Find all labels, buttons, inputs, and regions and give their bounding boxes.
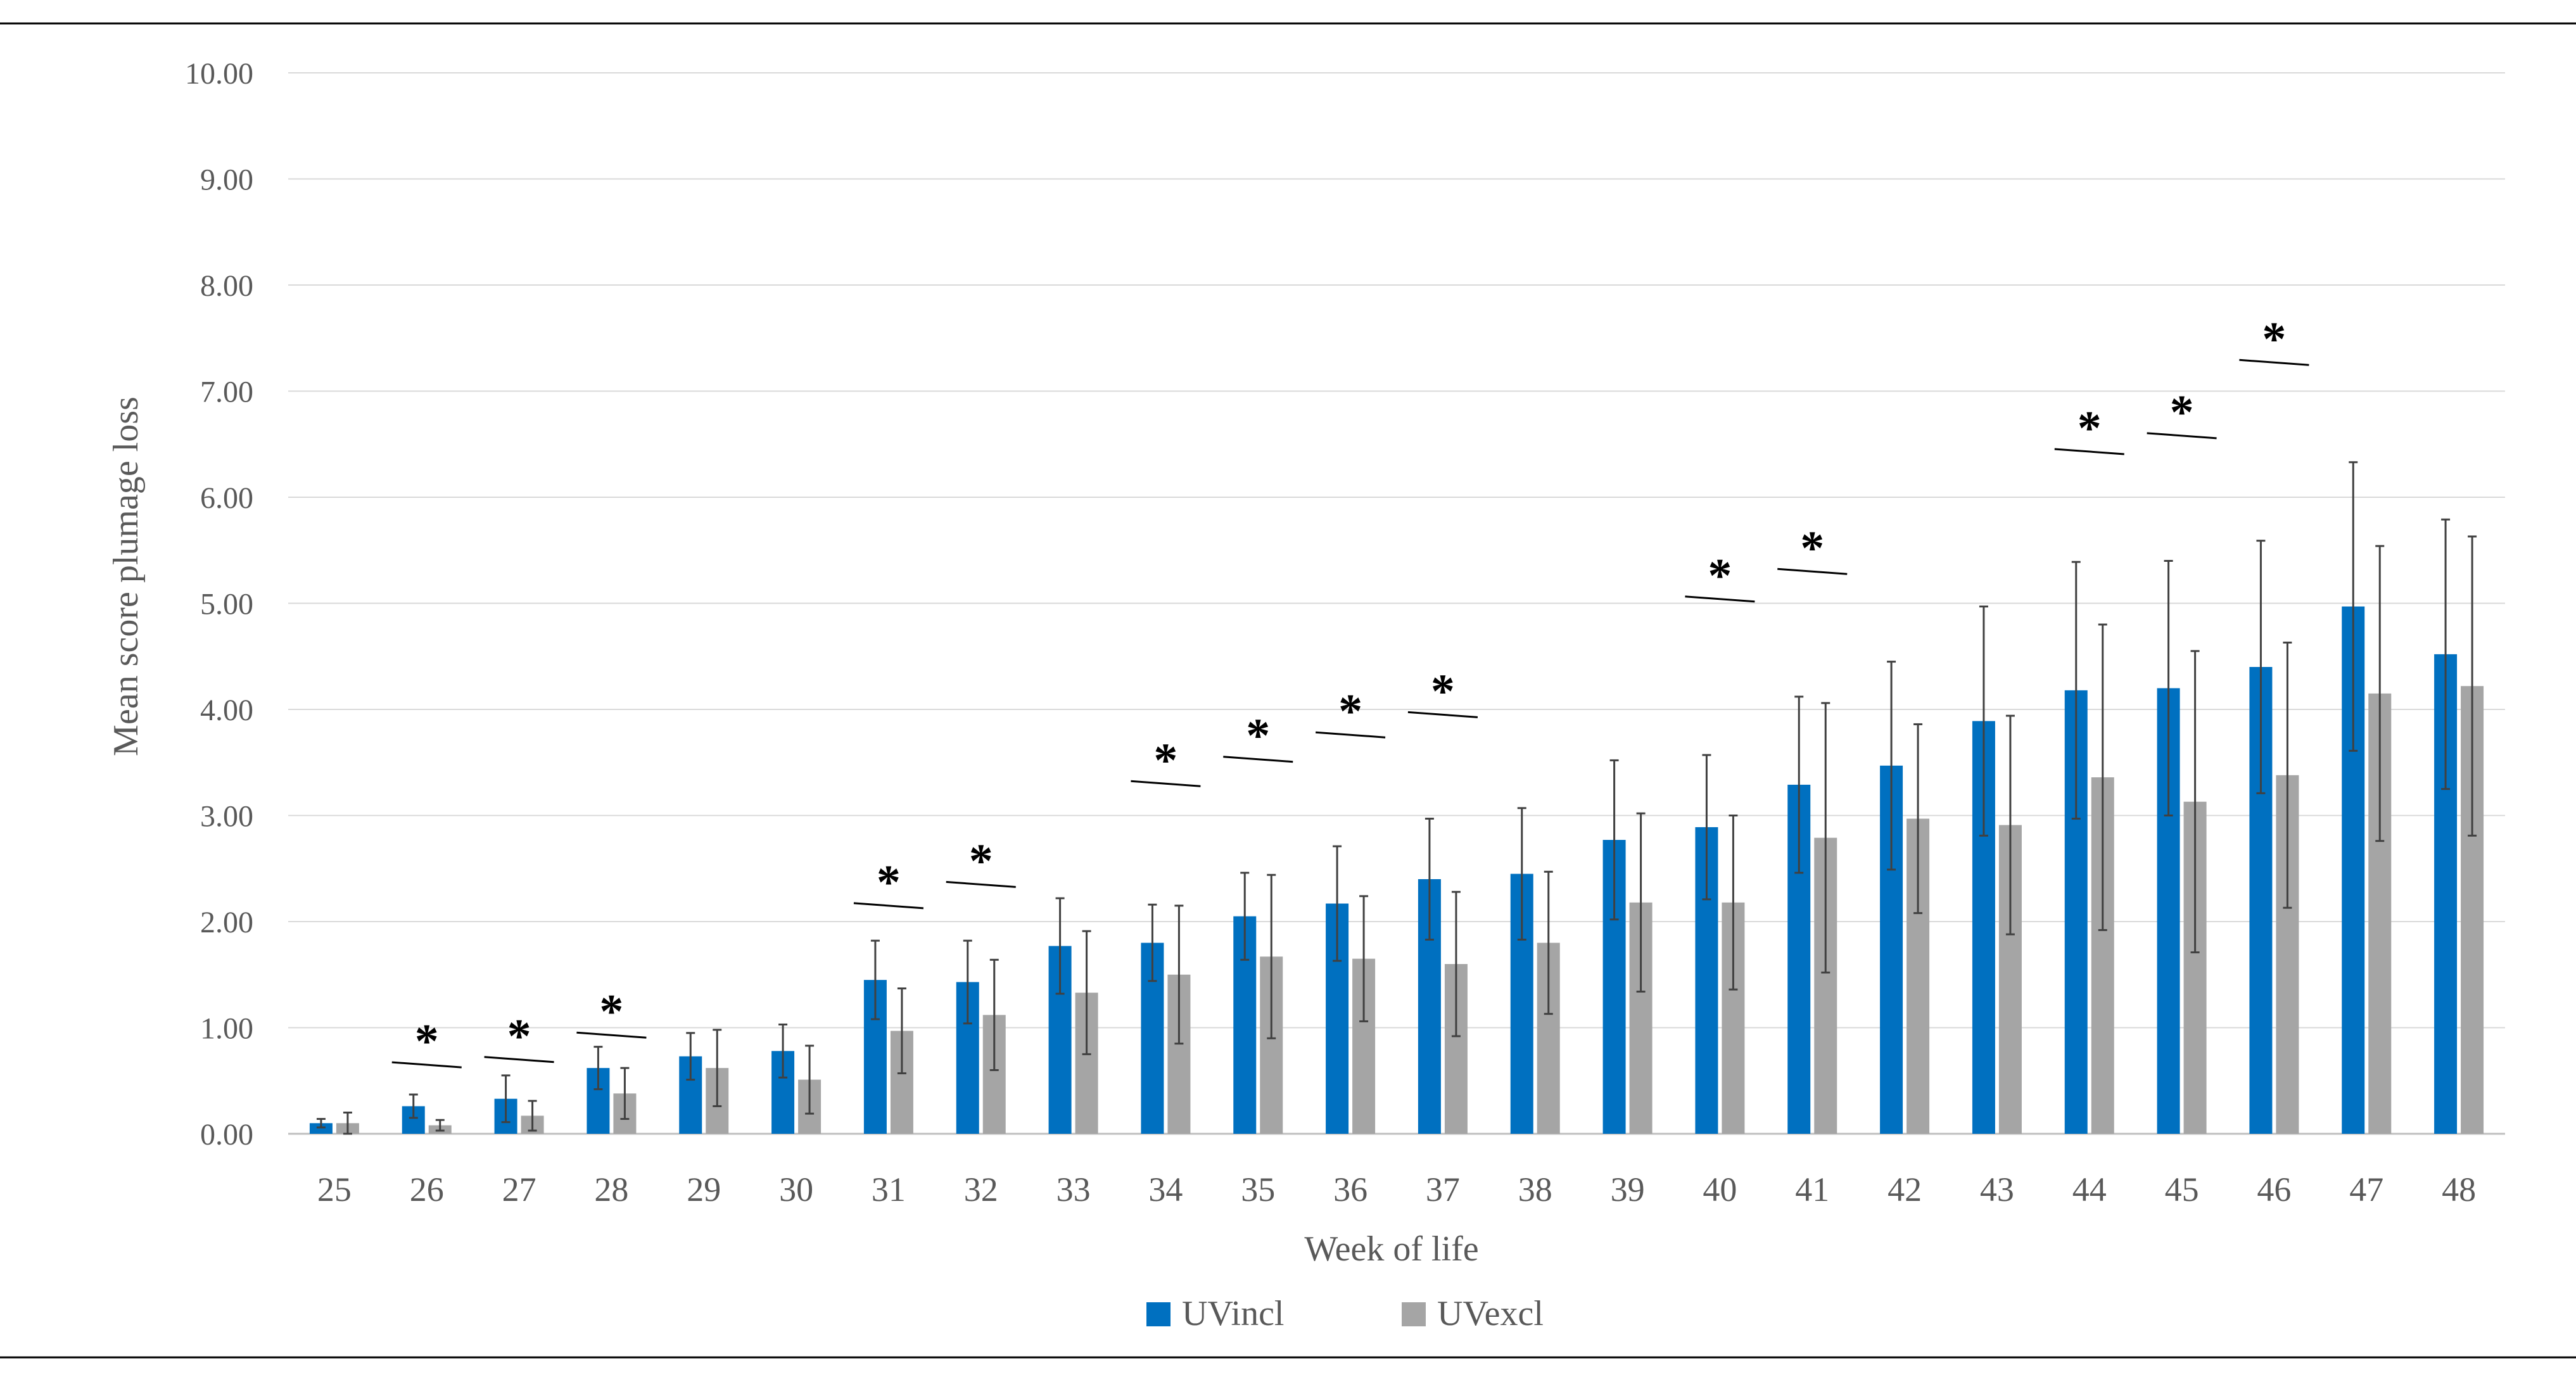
y-tick-label: 2.00: [200, 906, 253, 939]
significance-line-week-28: [576, 1031, 647, 1039]
x-tick-label-week-38: 38: [1518, 1171, 1552, 1209]
y-tick-label: 7.00: [200, 376, 253, 409]
significance-asterisk-week-36: *: [1338, 685, 1362, 738]
x-axis-label: Week of life: [1304, 1229, 1478, 1269]
significance-asterisk-week-28: *: [599, 985, 623, 1038]
x-tick-label-week-42: 42: [1888, 1171, 1922, 1209]
y-axis-label: Mean score plumage loss: [106, 397, 146, 756]
significance-line-week-34: [1131, 780, 1201, 787]
x-tick-label-week-40: 40: [1703, 1171, 1737, 1209]
significance-asterisk-week-34: *: [1153, 733, 1177, 787]
x-tick-label-week-28: 28: [594, 1171, 628, 1209]
x-tick-label-week-26: 26: [410, 1171, 444, 1209]
x-tick-label-week-45: 45: [2165, 1171, 2199, 1209]
significance-line-week-44: [2054, 448, 2124, 455]
x-tick-label-week-25: 25: [317, 1171, 352, 1209]
significance-asterisk-week-35: *: [1246, 709, 1270, 763]
x-tick-label-week-36: 36: [1333, 1171, 1367, 1209]
significance-line-week-40: [1685, 595, 1755, 603]
legend-swatch-uvincl: [1146, 1302, 1171, 1326]
x-tick-label-week-33: 33: [1056, 1171, 1091, 1209]
legend-label-uvincl: UVincl: [1182, 1294, 1285, 1333]
significance-asterisk-week-27: *: [507, 1010, 531, 1063]
significance-asterisk-week-31: *: [877, 856, 901, 909]
y-tick-label: 4.00: [200, 694, 253, 727]
x-tick-label-week-47: 47: [2349, 1171, 2383, 1209]
x-tick-label-week-37: 37: [1426, 1171, 1460, 1209]
x-tick-label-week-31: 31: [872, 1171, 906, 1209]
significance-markers: * * * * * * * * * * * * * *: [391, 312, 2309, 1069]
y-tick-label: 9.00: [200, 163, 253, 197]
significance-asterisk-week-26: *: [415, 1015, 439, 1068]
x-tick-label-week-35: 35: [1241, 1171, 1275, 1209]
x-tick-label-week-48: 48: [2442, 1171, 2476, 1209]
y-axis-tick-labels: 0.00 1.00 2.00 3.00 4.00 5.00 6.00 7.00 8.00 9.00…: [185, 57, 253, 1152]
significance-line-week-32: [946, 880, 1016, 888]
x-tick-label-week-46: 46: [2257, 1171, 2291, 1209]
significance-asterisk-week-32: *: [969, 834, 993, 887]
x-tick-label-week-44: 44: [2072, 1171, 2107, 1209]
x-tick-label-week-39: 39: [1611, 1171, 1645, 1209]
significance-line-week-46: [2239, 359, 2309, 366]
y-tick-label: 0.00: [200, 1118, 253, 1152]
error-bars: [316, 461, 2477, 1135]
significance-line-week-26: [391, 1061, 462, 1069]
significance-asterisk-week-37: *: [1431, 664, 1455, 718]
significance-line-week-45: [2147, 432, 2217, 440]
x-tick-label-week-34: 34: [1148, 1171, 1183, 1209]
x-tick-label-week-27: 27: [502, 1171, 536, 1209]
y-tick-label: 3.00: [200, 800, 253, 834]
significance-line-week-37: [1407, 711, 1478, 718]
x-tick-label-week-43: 43: [1980, 1171, 2014, 1209]
legend-swatch-uvexcl: [1402, 1302, 1426, 1326]
x-tick-label-week-30: 30: [779, 1171, 813, 1209]
significance-asterisk-week-46: *: [2262, 312, 2286, 365]
significance-asterisk-week-40: *: [1708, 549, 1732, 602]
significance-line-week-27: [484, 1056, 554, 1063]
significance-line-week-36: [1315, 731, 1386, 739]
significance-asterisk-week-44: *: [2078, 402, 2102, 455]
y-tick-label: 5.00: [200, 588, 253, 621]
legend-label-uvexcl: UVexcl: [1437, 1294, 1544, 1333]
significance-line-week-41: [1777, 568, 1848, 575]
gridlines: [288, 72, 2505, 1135]
y-tick-label: 1.00: [200, 1012, 253, 1046]
significance-line-week-31: [853, 902, 924, 910]
bars: [309, 606, 2484, 1134]
y-tick-label: 6.00: [200, 481, 253, 515]
x-tick-label-week-29: 29: [687, 1171, 721, 1209]
significance-asterisk-week-41: *: [1800, 521, 1824, 574]
y-tick-label: 8.00: [200, 269, 253, 303]
legend: UVincl UVexcl: [1146, 1294, 1544, 1333]
significance-line-week-35: [1223, 756, 1293, 763]
x-tick-label-week-41: 41: [1795, 1171, 1829, 1209]
y-tick-label: 10.00: [185, 57, 253, 91]
significance-asterisk-week-45: *: [2170, 386, 2194, 439]
x-tick-label-week-32: 32: [964, 1171, 998, 1209]
bar-uvincl-week-25: [309, 1123, 333, 1134]
x-axis-tick-labels: 25 26 27 28 29 30 31 32 33 34 35 36 37 38 39 40 41 42 43 44…: [317, 1171, 2476, 1209]
